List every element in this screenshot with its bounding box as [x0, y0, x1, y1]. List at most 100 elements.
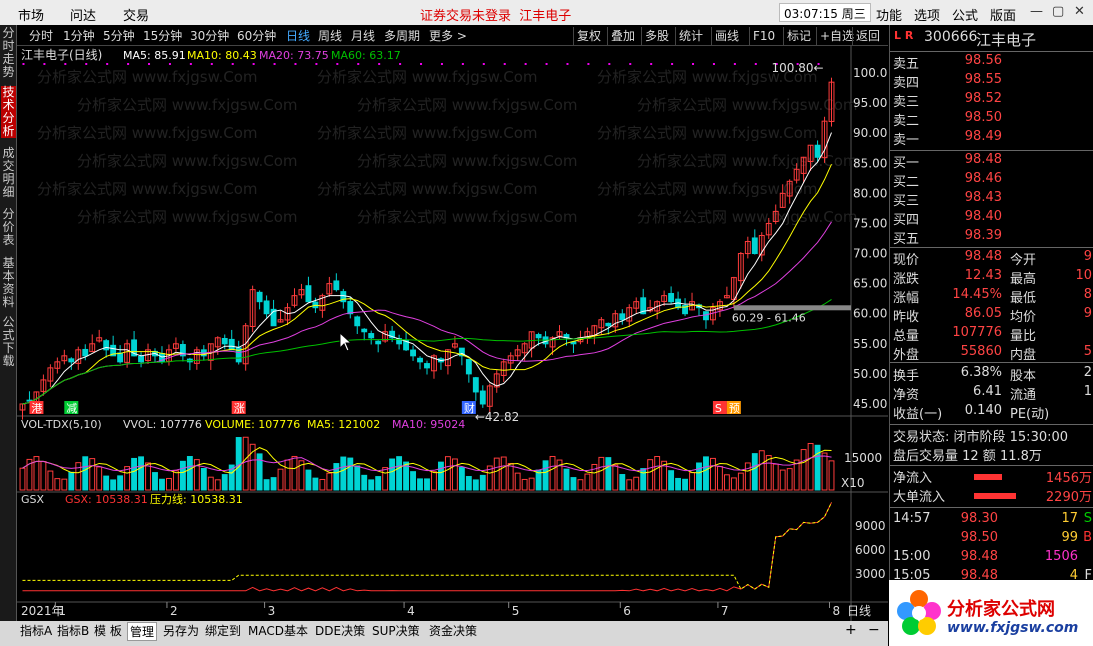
btab-bind-to[interactable]: 绑定到: [205, 624, 242, 638]
volume-bar: [661, 460, 668, 491]
candle-body: [54, 361, 61, 369]
volume-bar: [179, 460, 186, 491]
watermark-text: 分析家公式网 www.fxjgsw.Com: [637, 208, 858, 226]
period-monthly[interactable]: 月线: [351, 29, 376, 43]
period-15min[interactable]: 15分钟: [143, 29, 183, 43]
period-1min[interactable]: 1分钟: [63, 29, 95, 43]
tool-biaoji[interactable]: 标记: [783, 27, 814, 45]
volume-bar: [598, 456, 605, 491]
period-weekly[interactable]: 周线: [318, 29, 343, 43]
candle-body: [772, 210, 779, 222]
event-tag-bg: [29, 401, 44, 414]
volume-bar: [493, 457, 500, 491]
bottom-toolbar: 指标A 指标B 模 板 管理 另存为 绑定到 MACD基本 DDE决策 SUP决…: [0, 621, 888, 646]
tool-add-watch[interactable]: +自选: [816, 27, 857, 45]
zoom-out-icon[interactable]: −: [868, 622, 880, 638]
volume-bar: [682, 478, 688, 491]
ma60-line: [22, 299, 832, 405]
stat-label2: 内盘: [1010, 348, 1037, 363]
minimize-icon[interactable]: —: [1030, 4, 1043, 19]
tool-fuquan[interactable]: 复权: [573, 27, 604, 45]
stat-value: 6.41: [973, 384, 1002, 399]
event-tag: 减: [66, 402, 77, 415]
menu-options[interactable]: 选项: [914, 9, 941, 24]
tool-back[interactable]: 返回: [852, 27, 883, 45]
marker-dot: [336, 63, 339, 65]
volume-bar: [54, 478, 61, 491]
candle-body: [96, 337, 103, 342]
tab-trade-details[interactable]: 成交明细: [2, 146, 15, 199]
tab-time-trend[interactable]: 分时走势: [2, 26, 15, 79]
btab-macd[interactable]: MACD基本: [248, 624, 308, 638]
menu-function[interactable]: 功能: [876, 9, 903, 24]
close-icon[interactable]: ✕: [1074, 4, 1085, 19]
logo-url[interactable]: www.fxjgsw.com: [947, 620, 1079, 636]
period-daily[interactable]: 日线: [286, 29, 311, 43]
tool-duogu[interactable]: 多股: [641, 27, 672, 45]
volume-bar: [772, 463, 779, 491]
btab-save-as[interactable]: 另存为: [163, 624, 200, 638]
bid-row: 买三 98.43: [890, 190, 1093, 209]
candle-body: [193, 349, 200, 364]
marker-dot: [127, 63, 130, 65]
btab-indicator-b[interactable]: 指标B: [57, 624, 90, 638]
btab-indicator-a[interactable]: 指标A: [20, 624, 53, 638]
tab-formula-download[interactable]: 公式下载: [2, 315, 15, 368]
legend-ma10: MA10: 80.43: [187, 49, 257, 62]
period-multi[interactable]: 多周期: [384, 29, 421, 43]
volume-bar: [814, 444, 821, 491]
event-tag-bg: [712, 401, 727, 414]
tool-tongji[interactable]: 统计: [675, 27, 706, 45]
price-tick: 95.00: [853, 96, 887, 110]
tab-price-table[interactable]: 分价表: [2, 207, 15, 247]
period-60min[interactable]: 60分钟: [237, 29, 277, 43]
tool-diejia[interactable]: 叠加: [607, 27, 638, 45]
volume-bar: [47, 470, 54, 491]
stat-row: 现价 98.48 今开 9: [890, 249, 1093, 268]
menu-layout[interactable]: 版面: [990, 9, 1017, 24]
period-more[interactable]: 更多 >: [429, 29, 467, 43]
volume-bar: [361, 474, 368, 491]
candle-body: [640, 297, 647, 315]
marker-dot: [817, 63, 820, 65]
btab-dde[interactable]: DDE决策: [315, 624, 366, 638]
btab-template[interactable]: 模 板: [94, 624, 122, 638]
tab-basic-info[interactable]: 基本资料: [2, 256, 15, 309]
volume-bar: [396, 456, 403, 491]
volume-bar: [556, 459, 563, 491]
candle-body: [465, 359, 472, 375]
stat-value: 55860: [960, 344, 1002, 359]
volume-bar: [438, 461, 444, 491]
volume-bar: [514, 472, 521, 491]
period-5min[interactable]: 5分钟: [103, 29, 135, 43]
menu-formula[interactable]: 公式: [952, 9, 979, 24]
menu-wenda[interactable]: 问达: [70, 9, 97, 24]
volume-bar: [479, 474, 486, 491]
volume-bar: [117, 475, 124, 491]
price-tick: 45.00: [853, 397, 887, 411]
ask-label: 卖二: [893, 114, 920, 129]
left-tab-bar: 分时走势 技术分析 成交明细 分价表 基本资料 公式下载: [0, 25, 17, 621]
tool-f10[interactable]: F10: [749, 27, 778, 45]
volume-bar: [668, 470, 675, 491]
btab-manage[interactable]: 管理: [127, 622, 158, 641]
tab-tech-analysis[interactable]: 技术分析: [1, 85, 16, 138]
marker-dot: [168, 63, 171, 65]
menu-market[interactable]: 市场: [18, 9, 45, 24]
maximize-icon[interactable]: ▢: [1052, 4, 1065, 19]
tool-huaxian[interactable]: 画线: [711, 27, 742, 45]
watermark-text: 分析家公式网 www.fxjgsw.Com: [637, 152, 858, 170]
ask-row: 卖一 98.49: [890, 129, 1093, 148]
ask-row: 卖四 98.55: [890, 72, 1093, 91]
btab-fund[interactable]: 资金决策: [429, 624, 478, 638]
menu-trade[interactable]: 交易: [123, 9, 150, 24]
flow-row: 大单流入 2290万: [890, 486, 1093, 505]
btab-sup[interactable]: SUP决策: [372, 624, 420, 638]
volume-bar: [619, 474, 626, 491]
marker-dot: [461, 63, 464, 65]
kline-chart[interactable]: 分析家公式网 www.fxjgsw.Com 分析家公式网 www.fxjgsw.C…: [17, 46, 888, 621]
period-fenshi[interactable]: 分时: [29, 29, 54, 43]
zoom-in-icon[interactable]: +: [845, 622, 857, 638]
candle-body: [270, 308, 277, 327]
period-30min[interactable]: 30分钟: [190, 29, 230, 43]
